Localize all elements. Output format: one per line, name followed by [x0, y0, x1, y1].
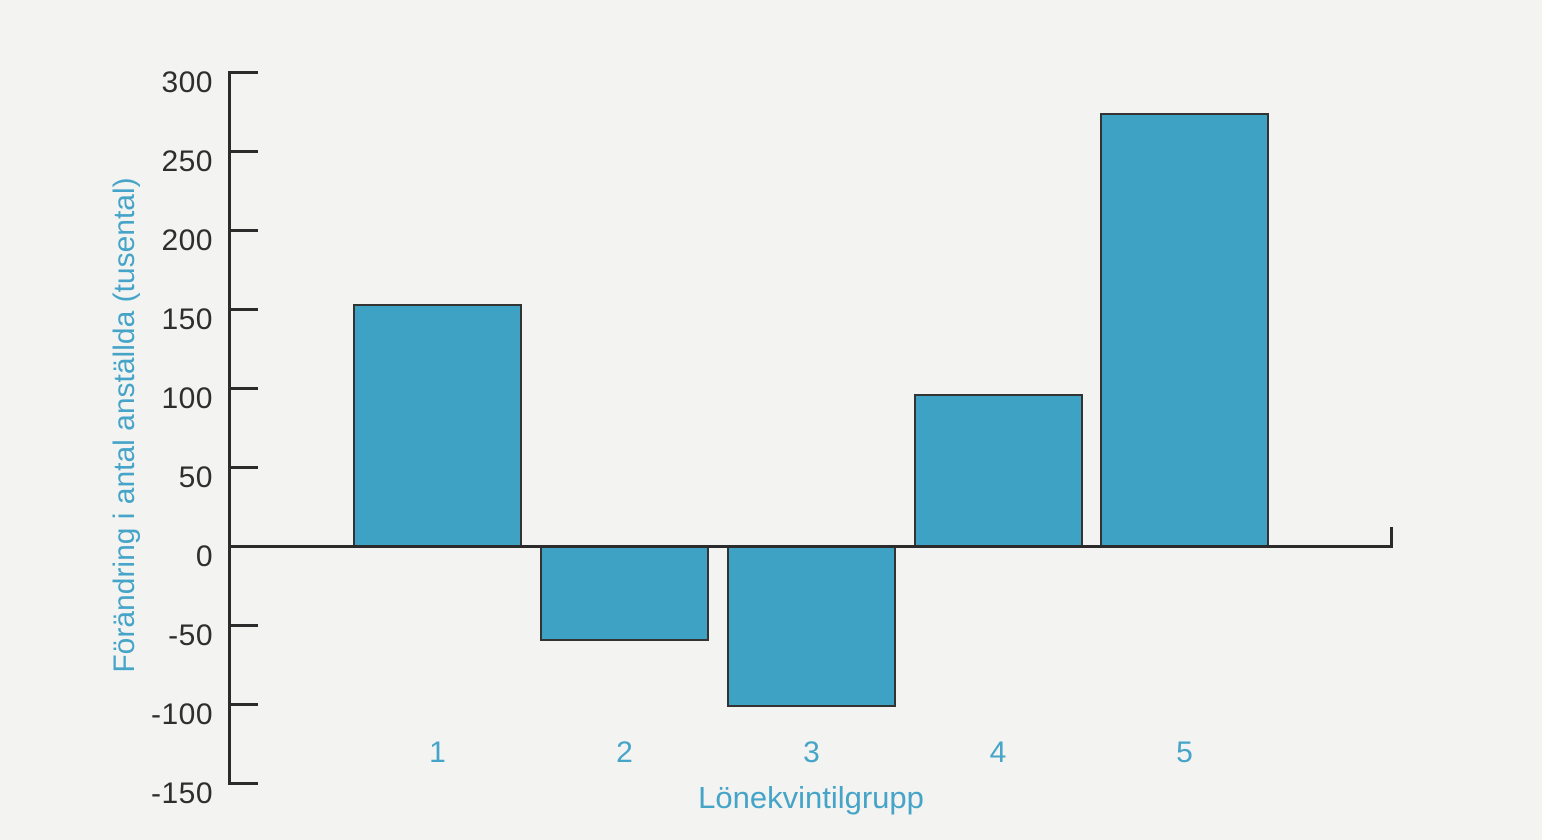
x-axis-line	[228, 544, 1393, 548]
x-tick-label: 3	[803, 736, 820, 769]
y-tick-label: 150	[161, 303, 213, 336]
bar	[540, 545, 709, 641]
y-tick-label: 300	[161, 66, 213, 99]
bar	[1100, 113, 1269, 548]
y-tick	[230, 623, 258, 627]
x-tick-label: 5	[1176, 736, 1193, 769]
bar	[353, 304, 522, 548]
y-tick	[230, 781, 258, 785]
x-axis-end-tick	[1390, 527, 1393, 546]
y-tick-label: 50	[178, 461, 213, 494]
y-tick	[230, 386, 258, 390]
y-tick-label: 250	[161, 145, 213, 178]
y-tick	[230, 70, 258, 74]
bar	[913, 394, 1083, 548]
y-tick-label: -50	[168, 619, 213, 652]
y-tick	[230, 149, 258, 153]
x-tick-label: 1	[429, 736, 446, 769]
y-tick-label: -150	[150, 777, 213, 810]
y-tick	[230, 228, 258, 232]
y-tick	[230, 465, 258, 469]
y-tick-label: 100	[161, 382, 213, 415]
y-tick-label: -100	[150, 698, 213, 731]
y-tick	[230, 307, 258, 311]
y-tick-label: 0	[195, 540, 213, 573]
bar	[727, 545, 896, 708]
x-tick-label: 2	[616, 736, 633, 769]
x-tick-label: 4	[989, 736, 1007, 769]
y-tick	[230, 702, 258, 706]
y-tick	[230, 544, 258, 548]
y-axis-line	[228, 70, 231, 785]
y-tick-label: 200	[161, 224, 213, 257]
x-axis-title: Lönekvintilgrupp	[698, 780, 924, 815]
